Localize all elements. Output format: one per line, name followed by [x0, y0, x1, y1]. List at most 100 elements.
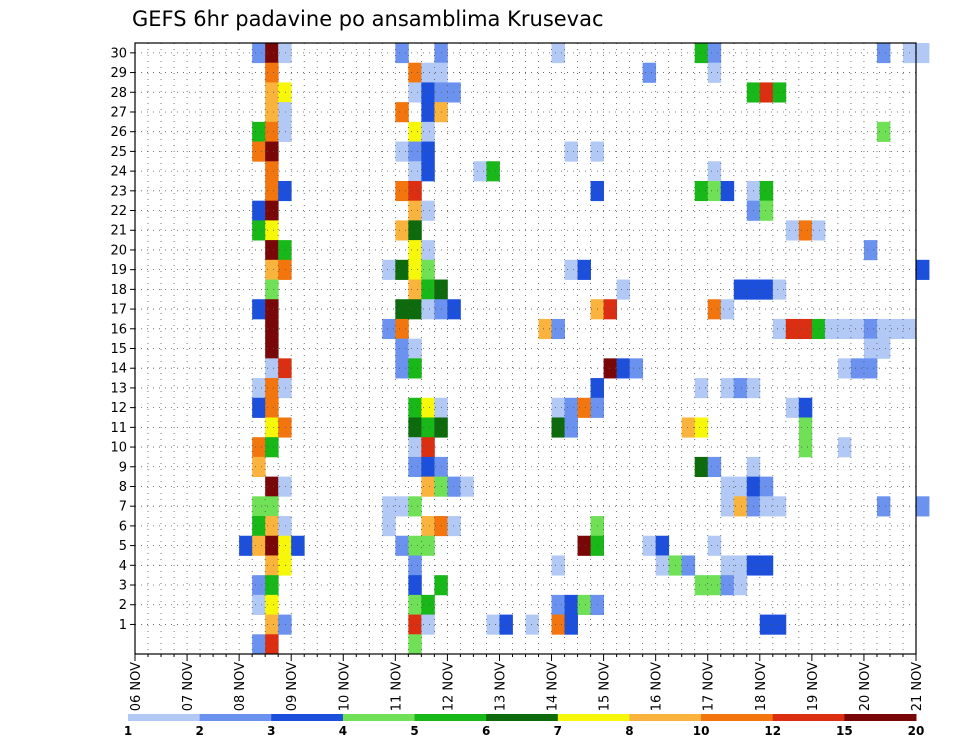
heatmap-cell	[655, 535, 670, 556]
colorbar-label: 1	[124, 724, 132, 738]
heatmap-cell	[538, 318, 552, 340]
heatmap-cell	[759, 279, 774, 300]
heatmap-cell	[265, 180, 279, 202]
heatmap-cell	[252, 220, 266, 241]
heatmap-cell	[811, 220, 826, 241]
heatmap-cell	[798, 437, 813, 458]
heatmap-cell	[265, 259, 279, 280]
x-tick-label: 20 NOV	[858, 662, 873, 711]
colorbar-label: 20	[908, 724, 925, 738]
heatmap-cell	[265, 358, 279, 379]
heatmap-cell	[525, 614, 539, 635]
colorbar-label: 12	[764, 724, 781, 738]
heatmap-cell	[265, 496, 279, 517]
heatmap-cell	[603, 299, 618, 320]
heatmap-cell	[642, 62, 657, 83]
heatmap-cell	[239, 535, 253, 556]
colorbar-legend: 1 2 3 4 5 6 7 8 10 12 15 20	[124, 714, 925, 738]
y-tick-label: 1	[119, 618, 127, 633]
heatmap-cell	[278, 82, 292, 103]
heatmap-cell	[551, 555, 565, 576]
heatmap-cell	[850, 358, 865, 379]
heatmap-cell	[408, 200, 422, 221]
heatmap-cell	[720, 378, 735, 399]
colorbar-segment	[199, 714, 272, 721]
heatmap-cell	[421, 456, 435, 478]
colorbar-segment	[271, 714, 344, 721]
x-tick-label: 07 NOV	[181, 662, 196, 711]
heatmap-cell	[408, 220, 422, 241]
y-tick-label: 19	[110, 263, 127, 278]
heatmap-cell	[733, 575, 748, 596]
colorbar-label: 8	[625, 724, 633, 738]
heatmap-cell	[265, 121, 279, 142]
heatmap-cell	[421, 535, 435, 556]
y-tick-label: 22	[110, 204, 127, 219]
heatmap-cell	[408, 614, 422, 635]
heatmap-cell	[265, 378, 279, 399]
y-tick-label: 20	[110, 243, 127, 258]
y-tick-label: 29	[110, 66, 127, 81]
x-tick-label: 10 NOV	[337, 662, 352, 711]
colorbar-segment	[844, 714, 917, 721]
heatmap-cell	[252, 575, 266, 596]
y-tick-label: 17	[110, 303, 127, 318]
heatmap-cell	[681, 555, 696, 576]
heatmap-cell	[395, 220, 409, 241]
heatmap-cell	[252, 397, 266, 418]
colorbar-segment	[557, 714, 630, 721]
heatmap-cell	[577, 259, 591, 280]
heatmap-cell	[395, 338, 409, 359]
heatmap-cell	[265, 82, 279, 103]
heatmap-cell	[564, 594, 578, 615]
x-tick-label: 17 NOV	[702, 662, 717, 711]
heatmap-cell	[252, 496, 266, 517]
heatmap-cell	[694, 456, 709, 478]
heatmap-cell	[850, 318, 865, 340]
x-tick-label: 14 NOV	[546, 662, 561, 711]
heatmap-cell	[278, 102, 292, 123]
heatmap-cell	[265, 62, 279, 83]
heatmap-cell	[252, 200, 266, 221]
x-tick-label: 15 NOV	[598, 662, 613, 711]
y-axis-tick-labels: 1234567891011121314151617181920212223242…	[110, 46, 135, 633]
x-tick-label: 16 NOV	[650, 662, 665, 711]
y-tick-label: 2	[119, 598, 127, 613]
heatmap-cell	[265, 555, 279, 576]
heatmap-cell	[421, 102, 435, 123]
heatmap-cell	[395, 180, 409, 202]
heatmap-cell	[421, 614, 435, 635]
y-tick-label: 15	[110, 342, 127, 357]
heatmap-cell	[707, 161, 722, 182]
heatmap-cell	[629, 358, 644, 379]
x-tick-label: 12 NOV	[441, 662, 456, 711]
heatmap-cell	[421, 200, 435, 221]
heatmap-cell	[408, 594, 422, 615]
heatmap-cell	[720, 575, 735, 596]
heatmap-cell	[564, 417, 578, 438]
x-tick-label: 18 NOV	[754, 662, 769, 711]
heatmap-cell	[252, 594, 266, 615]
colorbar-segment	[701, 714, 774, 721]
heatmap-cell	[278, 535, 292, 556]
heatmap-cell	[408, 299, 422, 320]
heatmap-cell	[408, 456, 422, 478]
y-tick-label: 10	[110, 441, 127, 456]
heatmap-cell	[382, 259, 396, 280]
heatmap-cell	[278, 180, 292, 202]
y-tick-label: 14	[110, 362, 127, 377]
heatmap-cell	[252, 121, 266, 142]
heatmap-cell	[408, 358, 422, 379]
heatmap-cell	[460, 476, 474, 497]
heatmap-cell	[473, 161, 487, 182]
heatmap-cell	[395, 43, 409, 64]
x-tick-label: 19 NOV	[806, 662, 821, 711]
heatmap-cell	[278, 259, 292, 280]
heatmap-cell	[252, 141, 266, 162]
y-tick-label: 7	[119, 500, 127, 515]
heatmap-cell	[707, 575, 722, 596]
heatmap-cell	[876, 121, 891, 142]
heatmap-cell	[447, 476, 461, 497]
heatmap-cell	[733, 279, 748, 300]
heatmap-cell	[759, 200, 774, 221]
